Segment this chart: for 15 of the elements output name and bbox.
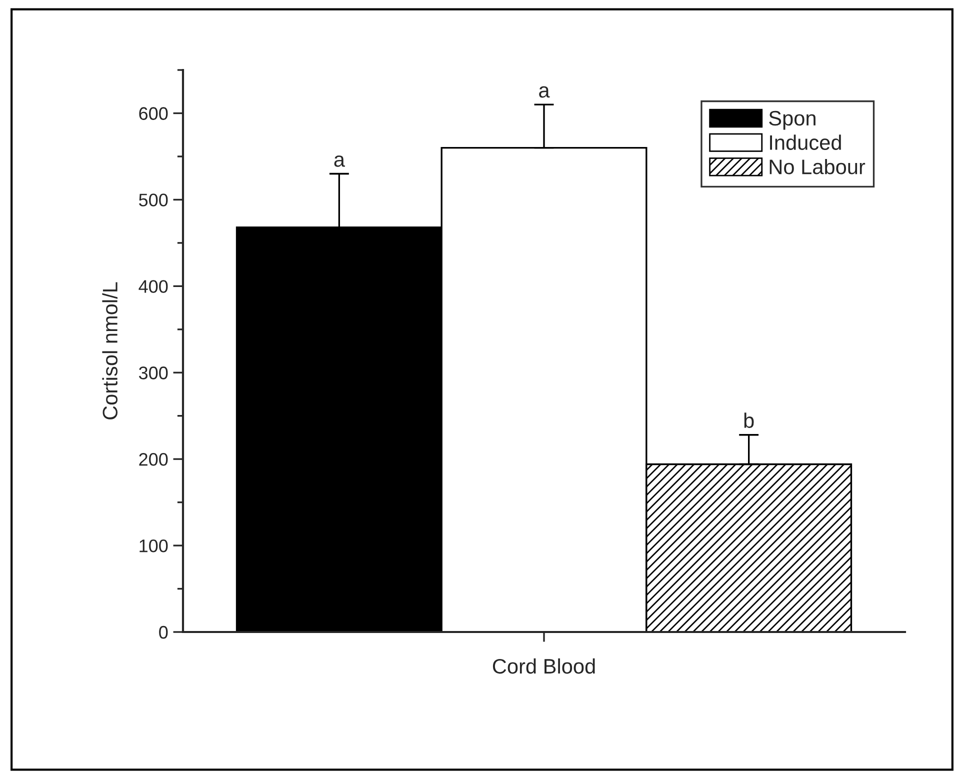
- legend-label: No Labour: [770, 158, 866, 174]
- legend-label: Spon: [769, 110, 816, 130]
- y-tick-label: 600: [139, 107, 168, 120]
- annotation: b: [744, 412, 754, 428]
- y-tick-label: 400: [138, 280, 168, 293]
- y-tick-label: 200: [139, 453, 168, 466]
- y-tick-label: 100: [140, 539, 168, 552]
- annotation: a: [539, 86, 550, 98]
- annotation: a: [334, 155, 345, 167]
- legend-label: Induced: [770, 134, 841, 150]
- y-tick-label: 300: [138, 366, 168, 380]
- y-tick-label: 500: [139, 194, 168, 206]
- y-axis-title: Cortisol nmol/L: [102, 282, 118, 420]
- y-tick-label: 0: [159, 626, 168, 639]
- x-tick-label: Cord Blood: [492, 658, 595, 674]
